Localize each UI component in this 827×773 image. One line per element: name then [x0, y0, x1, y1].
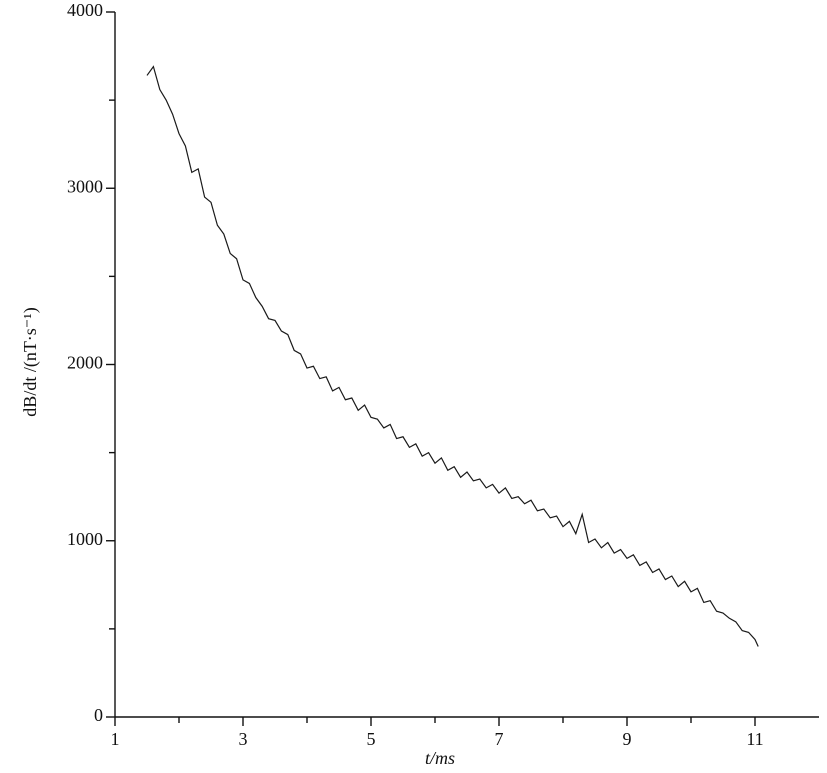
data-line: [146, 65, 759, 647]
x-tick-label: 11: [746, 729, 763, 749]
y-tick-label: 0: [94, 705, 103, 725]
x-tick-label: 3: [239, 729, 248, 749]
x-tick-label: 5: [367, 729, 376, 749]
x-tick-label: 1: [111, 729, 120, 749]
x-tick-label: 7: [495, 729, 504, 749]
y-tick-label: 2000: [67, 353, 103, 373]
y-tick-label: 4000: [67, 0, 103, 20]
y-tick-label: 3000: [67, 176, 103, 196]
x-axis-label: t/ms: [425, 748, 455, 768]
x-tick-label: 9: [623, 729, 632, 749]
y-tick-label: 1000: [67, 529, 103, 549]
y-axis-label: dB/dt /(nT·s⁻¹): [20, 307, 41, 416]
